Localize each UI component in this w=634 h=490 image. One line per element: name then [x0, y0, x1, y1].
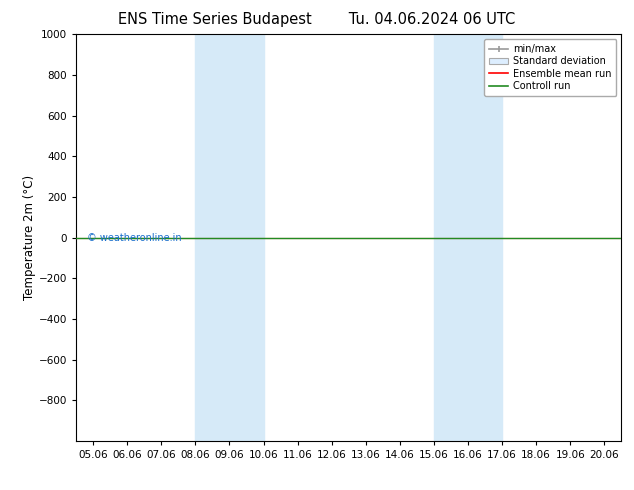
Bar [434, 34, 502, 441]
Text: ENS Time Series Budapest        Tu. 04.06.2024 06 UTC: ENS Time Series Budapest Tu. 04.06.2024 … [119, 12, 515, 27]
Text: © weatheronline.in: © weatheronline.in [87, 233, 181, 243]
Bar [195, 34, 264, 441]
Y-axis label: Temperature 2m (°C): Temperature 2m (°C) [23, 175, 36, 300]
Legend: min/max, Standard deviation, Ensemble mean run, Controll run: min/max, Standard deviation, Ensemble me… [484, 39, 616, 96]
